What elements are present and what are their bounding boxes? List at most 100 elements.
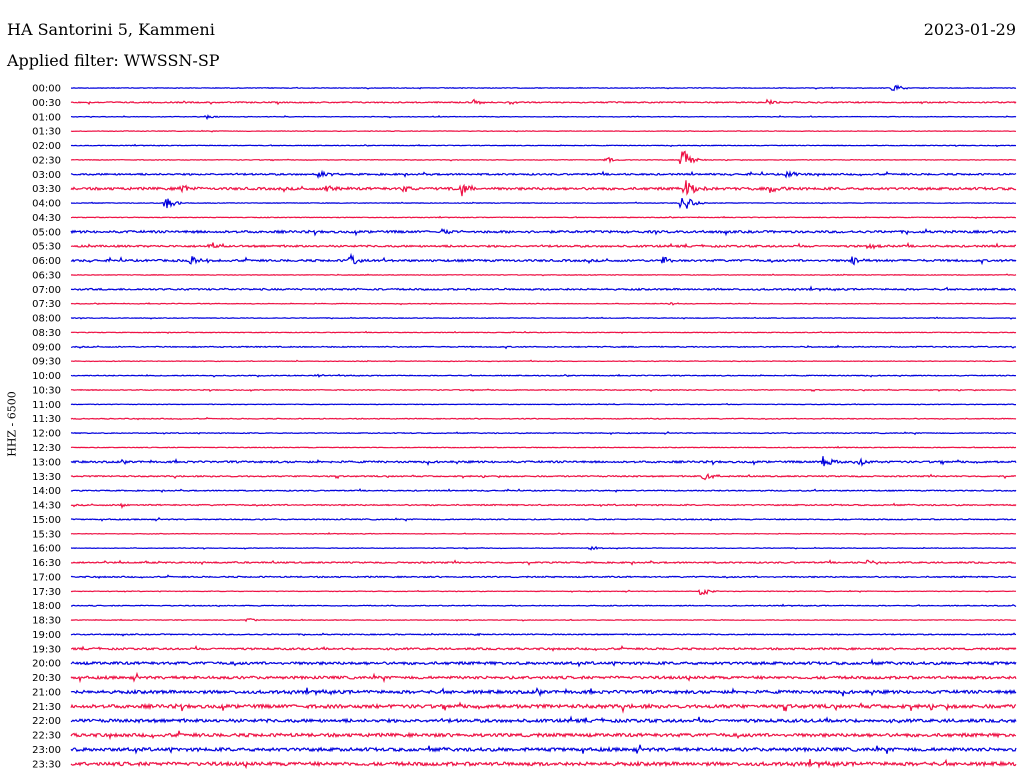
row-time-label: 08:00: [32, 314, 61, 325]
row-time-label: 12:00: [32, 429, 61, 440]
row-time-label: 03:00: [32, 170, 61, 181]
seismic-trace: [71, 603, 1017, 608]
seismic-trace: [70, 431, 1016, 436]
row-time-label: 04:30: [32, 213, 61, 224]
row-time-label: 06:00: [32, 256, 61, 267]
seismic-trace: [70, 531, 1016, 536]
seismic-trace: [70, 373, 1017, 378]
row-time-label: 23:30: [32, 759, 61, 770]
plot-date: 2023-01-29: [923, 20, 1016, 39]
seismic-trace: [70, 330, 1017, 335]
row-time-label: 21:30: [32, 702, 61, 713]
row-time-label: 20:00: [32, 659, 61, 670]
seismic-trace: [70, 545, 1017, 551]
seismic-trace: [70, 456, 1017, 467]
seismic-trace: [70, 445, 1017, 449]
seismic-trace: [70, 129, 1016, 133]
row-time-label: 13:00: [32, 457, 61, 468]
row-time-label: 19:30: [32, 644, 61, 655]
row-time-label: 14:00: [32, 486, 61, 497]
row-time-label: 06:30: [32, 270, 61, 281]
seismic-trace: [70, 215, 1017, 220]
row-time-label: 01:30: [32, 127, 61, 138]
seismic-trace: [70, 180, 1017, 197]
row-time-label: 16:00: [32, 544, 61, 555]
seismic-trace: [70, 632, 1017, 637]
row-time-label: 01:00: [32, 112, 61, 123]
seismic-trace: [70, 644, 1017, 652]
seismic-trace: [70, 114, 1017, 121]
seismic-trace: [70, 758, 1017, 770]
row-time-label: 22:00: [32, 716, 61, 727]
row-time-label: 10:00: [32, 371, 61, 382]
seismic-trace: [70, 241, 1017, 250]
seismic-trace: [70, 502, 1017, 510]
row-time-label: 13:30: [32, 472, 61, 483]
row-time-label: 02:30: [32, 155, 61, 166]
row-time-label: 12:30: [32, 443, 61, 454]
seismic-trace: [70, 416, 1017, 421]
row-time-label: 10:30: [32, 385, 61, 396]
row-time-label: 21:00: [32, 687, 61, 698]
seismic-trace: [70, 143, 1017, 148]
row-time-label: 11:00: [32, 400, 61, 411]
seismic-trace: [70, 169, 1017, 179]
seismic-trace: [70, 715, 1017, 725]
seismic-trace: [70, 197, 1017, 210]
row-time-label: 22:30: [32, 731, 61, 742]
seismic-trace: [70, 687, 1017, 697]
row-time-label: 17:30: [32, 587, 61, 598]
filter-label: Applied filter: WWSSN-SP: [7, 51, 220, 70]
row-time-label: 07:00: [32, 285, 61, 296]
row-time-label: 19:00: [32, 630, 61, 641]
seismic-trace: [70, 402, 1016, 406]
row-time-label: 04:00: [32, 199, 61, 210]
seismic-trace: [70, 273, 1017, 277]
seismic-trace: [71, 84, 1017, 92]
row-time-label: 15:30: [32, 529, 61, 540]
row-time-label: 23:00: [32, 745, 61, 756]
row-time-label: 07:30: [32, 299, 61, 310]
row-time-label: 09:00: [32, 342, 61, 353]
row-time-label: 15:00: [32, 515, 61, 526]
seismic-trace: [70, 744, 1017, 755]
seismic-trace: [70, 252, 1017, 266]
row-time-label: 17:00: [32, 572, 61, 583]
seismic-trace: [70, 671, 1017, 684]
row-time-label: 11:30: [32, 414, 61, 425]
row-time-label: 18:30: [32, 616, 61, 627]
seismic-trace: [71, 559, 1017, 566]
seismic-trace: [70, 618, 1016, 623]
row-time-label: 09:30: [32, 357, 61, 368]
row-time-label: 05:00: [32, 227, 61, 238]
row-time-label: 16:30: [32, 558, 61, 569]
row-time-label: 14:30: [32, 501, 61, 512]
row-time-label: 18:00: [32, 601, 61, 612]
seismic-trace: [70, 344, 1017, 350]
row-time-label: 08:30: [32, 328, 61, 339]
row-time-label: 20:30: [32, 673, 61, 684]
row-time-label: 02:00: [32, 141, 61, 152]
seismic-trace: [70, 730, 1017, 741]
seismic-trace: [70, 488, 1017, 493]
row-time-label: 03:30: [32, 184, 61, 195]
seismic-trace: [70, 388, 1017, 393]
seismic-trace: [70, 98, 1017, 106]
seismic-trace: [70, 285, 1016, 292]
station-title: HA Santorini 5, Kammeni: [7, 20, 215, 39]
seismic-trace: [70, 302, 1017, 306]
seismic-trace: [70, 658, 1017, 668]
seismic-trace: [70, 472, 1016, 481]
row-time-label: 05:30: [32, 242, 61, 253]
seismic-trace: [70, 574, 1016, 579]
seismic-trace: [70, 359, 1017, 363]
seismic-trace: [70, 316, 1017, 320]
seismic-trace: [70, 150, 1017, 164]
seismic-trace: [70, 516, 1017, 522]
seismic-trace: [70, 588, 1017, 596]
seismic-trace: [70, 227, 1017, 237]
seismic-trace: [70, 701, 1017, 714]
row-time-label: 00:00: [32, 84, 61, 95]
row-time-label: 00:30: [32, 98, 61, 109]
